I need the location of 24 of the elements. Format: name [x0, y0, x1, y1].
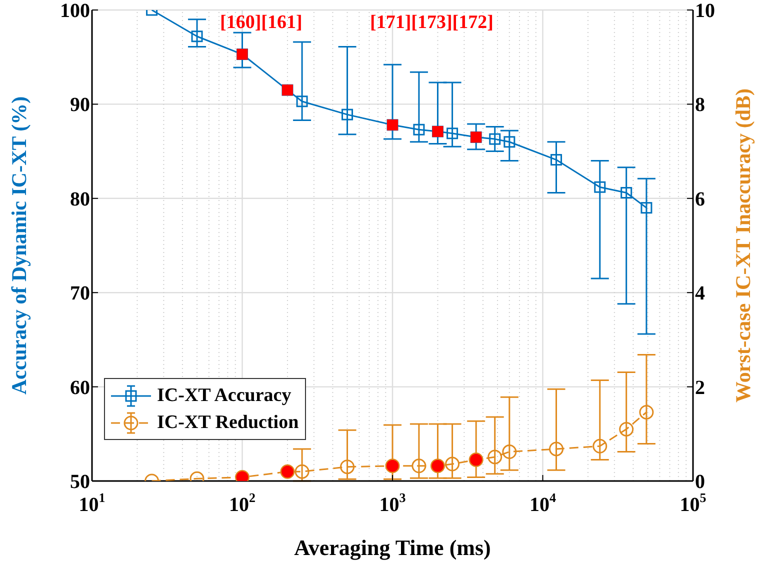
x-tick-label: 10$^{5}$ — [680, 490, 707, 516]
y2-tick-label: 4 — [695, 282, 705, 305]
x-tick-label: 10$^{1}$ — [78, 490, 106, 516]
y2-tick-label: 0 — [695, 471, 705, 493]
x-tick-label: 10$^{4}$ — [530, 490, 556, 516]
x-axis-title: Averaging Time (ms) — [294, 535, 491, 560]
y2-tick-label: 8 — [695, 94, 705, 116]
y2-tick-label: 6 — [695, 188, 705, 210]
y-tick-label: 60 — [70, 376, 90, 399]
legend-label: IC-XT Reduction — [157, 412, 299, 434]
annotation: [171][173][172] — [370, 12, 494, 33]
y-tick-label: 80 — [70, 188, 90, 210]
x-tick-label: 10$^{2}$ — [229, 490, 256, 516]
y-tick-label: 90 — [70, 94, 90, 116]
y-tick-label: 50 — [70, 471, 90, 493]
y-tick-label: 70 — [70, 282, 90, 305]
x-tick-label: 10$^{3}$ — [379, 490, 406, 516]
y2-axis-title: Worst-case IC-XT Inaccuracy (dB) — [731, 88, 755, 402]
y-tick-label: 100 — [60, 0, 90, 22]
y-axis-title: Accuracy of Dynamic IC-XT (%) — [7, 96, 31, 395]
y2-tick-label: 10 — [695, 0, 715, 22]
annotation: [160][161] — [220, 12, 302, 33]
legend-label: IC-XT Accuracy — [157, 384, 292, 406]
y2-tick-label: 2 — [695, 376, 705, 399]
